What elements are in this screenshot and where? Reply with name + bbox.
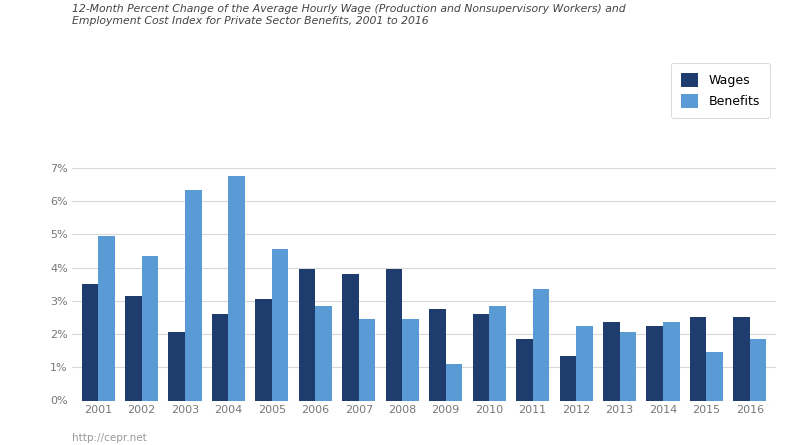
Text: 12-Month Percent Change of the Average Hourly Wage (Production and Nonsupervisor: 12-Month Percent Change of the Average H… xyxy=(72,4,626,26)
Bar xyxy=(646,326,663,400)
Bar xyxy=(272,249,289,400)
Bar xyxy=(386,269,402,400)
Bar xyxy=(229,176,245,400)
Bar xyxy=(299,269,315,400)
Bar xyxy=(750,339,766,401)
Bar xyxy=(402,319,418,400)
Bar xyxy=(342,274,359,400)
Bar xyxy=(359,319,375,400)
Bar xyxy=(185,190,202,400)
Bar xyxy=(576,326,593,400)
Bar xyxy=(706,352,723,400)
Bar xyxy=(603,323,619,400)
Bar xyxy=(98,236,114,400)
Legend: Wages, Benefits: Wages, Benefits xyxy=(671,63,770,118)
Bar xyxy=(212,314,229,400)
Bar xyxy=(690,317,706,400)
Bar xyxy=(142,256,158,400)
Bar xyxy=(169,332,185,400)
Bar xyxy=(734,317,750,400)
Bar xyxy=(489,306,506,400)
Bar xyxy=(559,356,576,400)
Bar xyxy=(82,284,98,400)
Bar xyxy=(125,296,142,400)
Bar xyxy=(255,299,272,400)
Bar xyxy=(430,309,446,400)
Bar xyxy=(315,306,332,400)
Bar xyxy=(473,314,489,400)
Text: http://cepr.net: http://cepr.net xyxy=(72,433,146,443)
Bar xyxy=(663,323,679,400)
Bar xyxy=(516,339,533,401)
Bar xyxy=(533,289,549,400)
Bar xyxy=(446,364,462,400)
Bar xyxy=(619,332,636,400)
